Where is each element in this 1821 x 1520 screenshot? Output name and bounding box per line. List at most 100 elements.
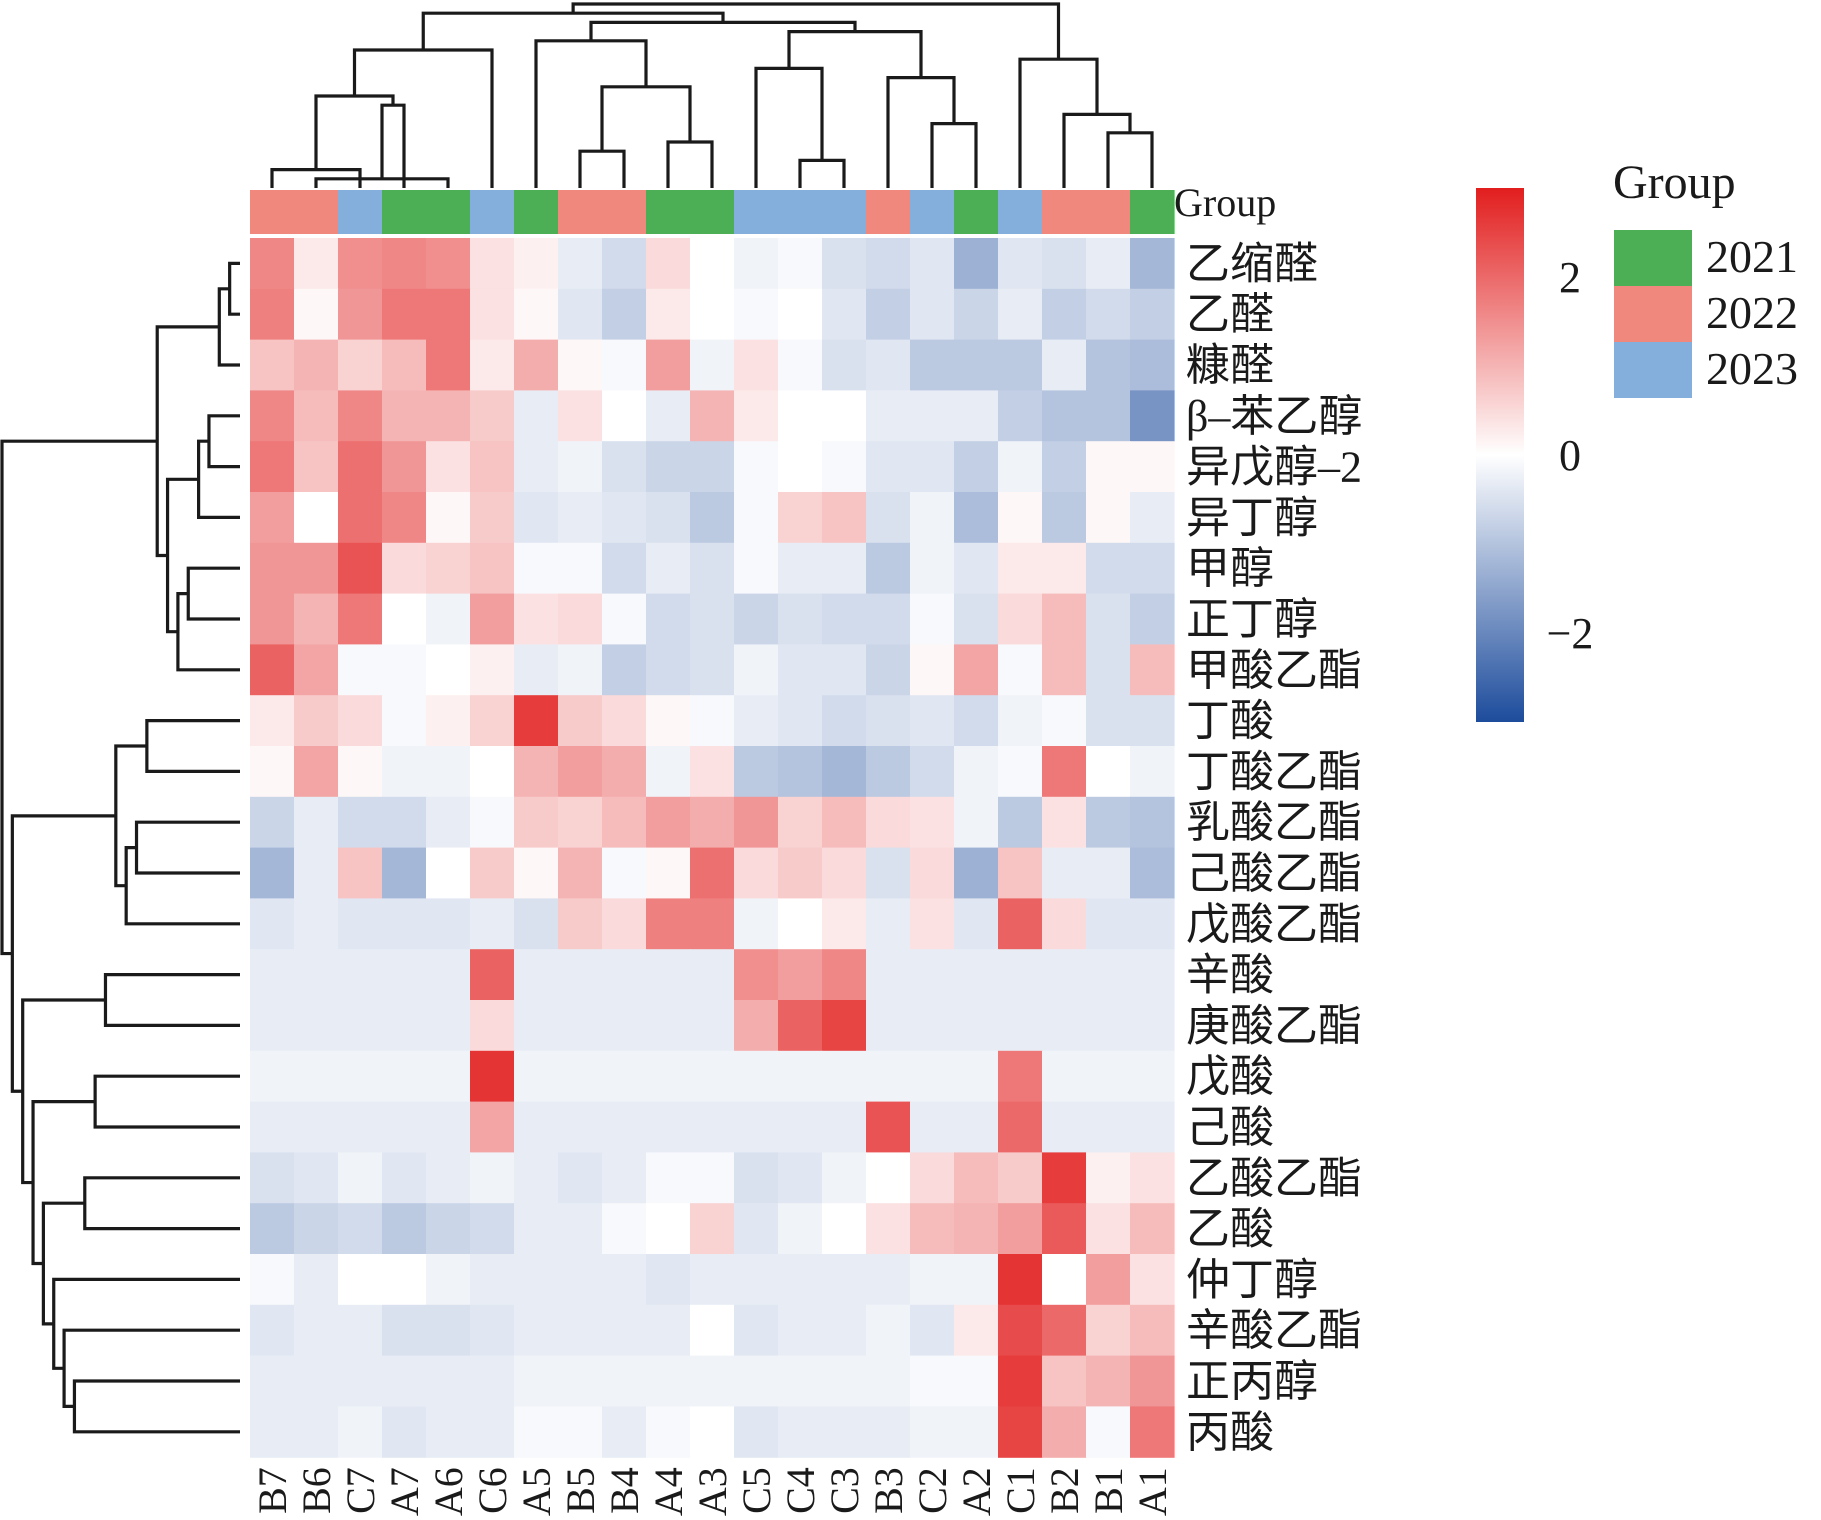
heatmap-cell [866,542,911,595]
heatmap-cell [338,1000,383,1052]
heatmap-cell [954,441,999,493]
heatmap-cell [734,1304,779,1357]
dendrogram-link [93,1074,240,1129]
heatmap-cell [338,746,383,798]
heatmap-cell [866,1101,911,1153]
dendrogram-link [1062,112,1132,188]
heatmap-cell [1042,441,1087,493]
heatmap-cell [646,238,691,290]
heatmap-cell [734,593,779,645]
heatmap-cell [1130,1254,1175,1306]
heatmap-cell [1086,492,1131,544]
heatmap-cell [646,1152,691,1204]
heatmap-cell [426,746,471,798]
row-label: 丁酸乙酯 [1186,747,1362,796]
heatmap-cell [646,746,691,798]
heatmap-cell [1086,339,1131,391]
heatmap-cell [1130,1101,1175,1153]
heatmap-cell [910,695,955,747]
heatmap-cell [778,1203,823,1255]
heatmap-cell [426,695,471,747]
heatmap-cell [602,1254,647,1306]
heatmap-cell [778,644,823,696]
heatmap-cell [734,492,779,544]
heatmap-cell [822,1304,867,1357]
heatmap-cell [250,1101,295,1153]
heatmap-cell [1086,288,1131,341]
heatmap-cell [954,1304,999,1357]
heatmap-cell [294,542,339,595]
heatmap-cell [734,695,779,747]
heatmap-cell [426,441,471,493]
heatmap-cell [514,695,559,747]
column-label: C6 [470,1467,515,1514]
heatmap-cell [382,949,427,1001]
heatmap-cell [646,1304,691,1357]
group-annotation-cell [734,190,779,234]
heatmap-cell [822,1355,867,1407]
heatmap-cell [294,1406,339,1458]
heatmap-cell [822,1050,867,1103]
dendrogram-link [103,973,240,1027]
heatmap-cell [250,492,295,544]
heatmap-cell [1130,238,1175,290]
heatmap-cell [1086,898,1131,950]
heatmap-cell [470,1050,515,1103]
color-scale-tick-label: 0 [1559,431,1581,480]
heatmap-cell [558,644,603,696]
heatmap-cell [998,746,1043,798]
heatmap-cell [250,339,295,391]
dendrogram-link [380,103,406,188]
heatmap-cell [866,288,911,341]
group-annotation-cell [910,190,955,234]
dendrogram-link [314,177,450,188]
column-label: A4 [646,1467,691,1516]
heatmap-cell [558,542,603,595]
heatmap-cell [778,1050,823,1103]
heatmap-cell [470,593,515,645]
heatmap-cell [1042,1050,1087,1103]
column-label: B2 [1042,1467,1087,1514]
heatmap-cell [734,1355,779,1407]
heatmap-cell [1086,390,1131,442]
heatmap-cell [426,288,471,341]
heatmap-cell [558,339,603,391]
heatmap-cell [822,339,867,391]
heatmap-cell [470,644,515,696]
row-label: 戊酸乙酯 [1186,900,1362,949]
column-label: C7 [338,1467,383,1514]
heatmap-cell [250,1406,295,1458]
column-label: C1 [998,1467,1043,1514]
heatmap-cell [910,949,955,1001]
heatmap-cell [294,593,339,645]
heatmap-cell [954,1355,999,1407]
heatmap-cell [250,949,295,1001]
column-label: A7 [382,1467,427,1516]
heatmap-cell [382,238,427,290]
heatmap-cell [294,1203,339,1255]
heatmap-cell [1086,1304,1131,1357]
heatmap-cell [1086,746,1131,798]
heatmap-cell [910,1203,955,1255]
heatmap-cell [294,1254,339,1306]
heatmap-cell [250,898,295,950]
dendrogram-link [787,30,923,78]
dendrogram-link [52,1277,240,1370]
heatmap-cell [294,746,339,798]
heatmap-cell [1042,644,1087,696]
heatmap-cell [602,1000,647,1052]
heatmap-cell [778,593,823,645]
heatmap-cell [338,492,383,544]
heatmap-cell [338,1304,383,1357]
heatmap-cell [602,593,647,645]
heatmap-cell [822,746,867,798]
heatmap-cell [954,390,999,442]
heatmap-cell [514,949,559,1001]
heatmap-cell [734,1203,779,1255]
heatmap-cell [822,542,867,595]
heatmap-cell [1042,1000,1087,1052]
heatmap-cell [910,1254,955,1306]
heatmap-cell [1042,339,1087,391]
heatmap-cell [1130,593,1175,645]
heatmap-cell [514,1304,559,1357]
